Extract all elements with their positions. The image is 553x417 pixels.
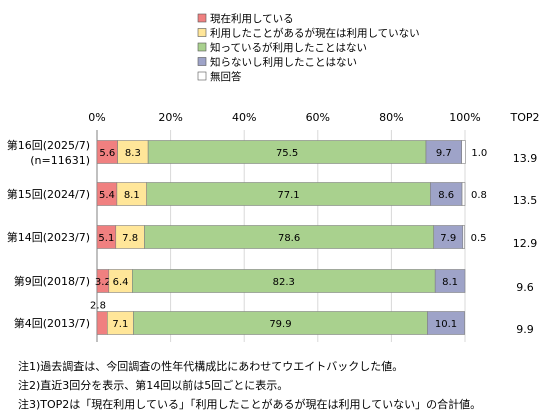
x-tick-label: 20%: [158, 111, 182, 124]
category-label: 第16回(2025/7): [7, 138, 90, 152]
category-label: 第15回(2024/7): [7, 187, 90, 201]
data-label: 3.2: [95, 277, 111, 288]
data-label: 79.9: [269, 319, 291, 330]
category-sublabel: (n=11631): [30, 154, 90, 167]
category-label: 第14回(2023/7): [7, 230, 90, 244]
x-tick-label: 0%: [88, 111, 105, 124]
x-tick-label: 40%: [232, 111, 256, 124]
bar-segment: [461, 182, 466, 206]
data-label: 10.1: [435, 319, 457, 330]
top2-value: 13.5: [513, 194, 538, 207]
top2-header: TOP2: [509, 111, 539, 124]
data-label: 0.8: [471, 190, 487, 201]
data-label: 5.1: [98, 233, 114, 244]
data-label: 7.8: [122, 233, 138, 244]
note-2: 注2)直近3回分を表示、第14回以前は5回ごとに表示。: [18, 379, 289, 392]
top2-value: 13.9: [513, 152, 538, 165]
legend-label: 知らないし利用したことはない: [210, 56, 357, 69]
note-1: 注1)過去調査は、今回調査の性年代構成比にあわせてウエイトバックした値。: [18, 360, 404, 373]
legend-swatch: [197, 42, 207, 52]
bar-segment: [434, 269, 466, 293]
top2-value: 9.9: [516, 323, 534, 336]
legend-label: 利用したことがあるが現在は利用していない: [210, 27, 420, 40]
data-label: 5.6: [99, 148, 115, 159]
data-label: 9.7: [436, 148, 452, 159]
top2-value: 12.9: [513, 237, 538, 250]
bar-segment: [462, 225, 465, 249]
data-label: 75.5: [276, 148, 298, 159]
legend-label: 知っているが利用したことはない: [210, 41, 367, 54]
legend-swatch: [197, 71, 207, 81]
category-label: 第9回(2018/7): [14, 274, 90, 288]
legend-label: 無回答: [210, 70, 242, 83]
legend-swatch: [197, 28, 207, 37]
data-label: 8.3: [125, 148, 141, 159]
legend-label: 現在利用している: [210, 13, 294, 25]
legend-swatch: [197, 57, 207, 66]
data-label: 5.4: [99, 190, 115, 201]
data-label: 8.1: [124, 190, 140, 201]
data-label: 8.1: [442, 277, 458, 288]
data-label: 8.6: [438, 190, 454, 201]
x-tick-label: 60%: [306, 111, 330, 124]
data-label: 6.4: [113, 277, 129, 288]
x-tick-label: 100%: [449, 111, 480, 124]
data-label: 7.9: [440, 233, 456, 244]
data-label: 82.3: [273, 277, 295, 288]
data-label: 7.1: [112, 319, 128, 330]
bar-segment: [427, 311, 465, 335]
bar-segment: [96, 311, 108, 335]
data-label: 1.0: [471, 148, 487, 159]
bar-segment: [461, 140, 466, 164]
data-label: 78.6: [278, 233, 300, 244]
category-label: 第4回(2013/7): [14, 316, 90, 330]
top2-value: 9.6: [516, 281, 534, 294]
data-label: 2.8: [90, 301, 106, 312]
legend-swatch: [197, 13, 207, 23]
data-label: 0.5: [471, 233, 487, 244]
data-label: 77.1: [277, 190, 299, 201]
note-3: 注3)TOP2は「現在利用している」「利用したことがあるが現在は利用していない」…: [18, 398, 482, 411]
x-tick-label: 80%: [379, 111, 403, 124]
